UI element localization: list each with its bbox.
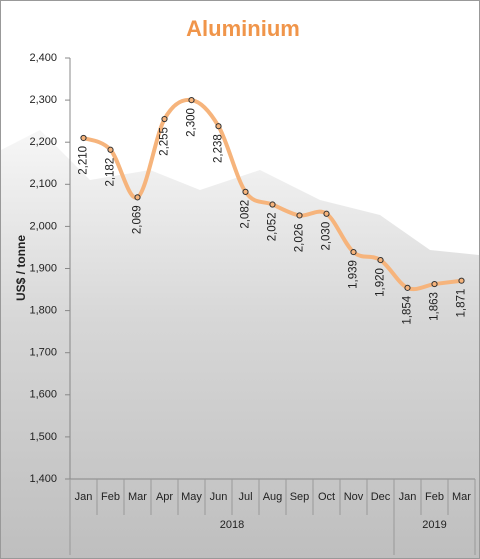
marker xyxy=(458,277,465,284)
y-axis-label: US$ / tonne xyxy=(14,235,28,301)
x-group-label: 2018 xyxy=(220,519,244,531)
x-tick-label: Jan xyxy=(399,491,417,503)
y-tick-label: 1,400 xyxy=(29,473,57,485)
data-label: 2,255 xyxy=(159,127,171,156)
x-tick-label: Mar xyxy=(128,491,147,503)
x-tick-label: Jul xyxy=(238,491,252,503)
x-tick-label: Jun xyxy=(210,491,228,503)
y-tick-label: 2,000 xyxy=(29,220,57,232)
data-label: 1,854 xyxy=(402,295,414,324)
x-tick-label: Sep xyxy=(290,491,310,503)
line xyxy=(82,97,462,292)
x-tick-label: Nov xyxy=(344,491,364,503)
x-tick-label: Apr xyxy=(156,491,173,503)
data-label: 2,300 xyxy=(186,108,198,137)
y-tick-label: 2,400 xyxy=(29,52,57,64)
marker xyxy=(215,123,222,130)
marker xyxy=(323,210,330,217)
data-label: 1,920 xyxy=(375,268,387,297)
data-label: 2,082 xyxy=(240,200,252,229)
marker xyxy=(269,201,276,208)
x-tick-label: Jan xyxy=(75,491,93,503)
data-label: 2,030 xyxy=(321,222,333,251)
data-label: 2,210 xyxy=(78,146,90,175)
data-label: 1,871 xyxy=(456,289,468,318)
background-image xyxy=(1,130,479,558)
marker xyxy=(161,115,168,123)
data-label: 1,939 xyxy=(348,260,360,289)
x-tick-label: Mar xyxy=(452,491,471,503)
y-tick-label: 1,800 xyxy=(29,305,57,317)
y-tick-label: 2,100 xyxy=(29,178,57,190)
data-label: 2,052 xyxy=(267,213,279,242)
marker xyxy=(80,134,87,142)
marker xyxy=(134,194,141,201)
x-tick-label: Oct xyxy=(318,491,335,503)
data-label: 2,182 xyxy=(105,158,117,187)
x-tick-label: Dec xyxy=(371,491,391,503)
x-group-label: 2019 xyxy=(422,519,446,531)
data-label: 2,069 xyxy=(132,205,144,234)
marker xyxy=(377,256,384,264)
marker xyxy=(431,280,438,288)
marker xyxy=(107,146,114,153)
y-tick-label: 2,300 xyxy=(29,94,57,106)
marker xyxy=(242,188,249,195)
data-label: 1,863 xyxy=(429,292,441,321)
y-tick-label: 1,500 xyxy=(29,431,57,443)
marker xyxy=(350,248,357,256)
y-tick-label: 1,700 xyxy=(29,347,57,359)
marker xyxy=(404,284,411,291)
data-label: 2,026 xyxy=(294,223,306,252)
marker xyxy=(188,97,195,104)
y-tick-label: 1,600 xyxy=(29,389,57,401)
y-tick-label: 1,900 xyxy=(29,262,57,274)
marker xyxy=(296,212,303,219)
x-tick-label: Aug xyxy=(263,491,283,503)
y-tick-label: 2,200 xyxy=(29,136,57,148)
data-label: 2,238 xyxy=(213,134,225,163)
x-tick-label: Feb xyxy=(425,491,444,503)
chart-title: Aluminium xyxy=(186,16,300,41)
x-tick-label: Feb xyxy=(101,491,120,503)
x-tick-label: May xyxy=(181,491,202,503)
